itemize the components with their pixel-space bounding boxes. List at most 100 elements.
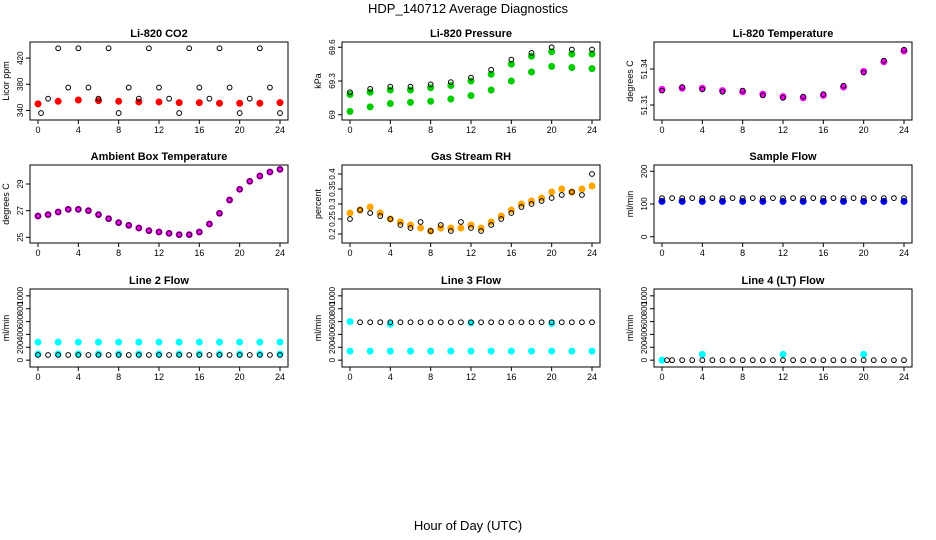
data-point <box>216 338 224 346</box>
data-point <box>840 357 847 364</box>
data-point <box>800 93 807 100</box>
chart-title: Li-820 Pressure <box>430 28 512 40</box>
x-tick-label: 20 <box>859 372 869 382</box>
data-point <box>689 195 696 202</box>
data-point <box>55 352 62 358</box>
x-tick-label: 16 <box>506 372 516 382</box>
y-tick-label: 51.31 <box>640 94 649 115</box>
data-point <box>800 195 807 202</box>
data-point <box>115 338 123 346</box>
y-tick-label: 200 <box>640 340 649 354</box>
data-point <box>699 86 706 93</box>
x-tick-label: 0 <box>35 248 40 258</box>
data-point <box>216 210 223 217</box>
data-point <box>870 195 877 202</box>
data-point <box>548 62 556 70</box>
x-tick-label: 16 <box>194 248 204 258</box>
data-point <box>366 347 374 355</box>
data-point <box>34 338 42 346</box>
data-point <box>267 352 273 358</box>
x-tick-label: 0 <box>347 372 352 382</box>
data-point <box>437 222 444 228</box>
data-series <box>347 171 595 234</box>
x-tick-label: 12 <box>778 372 788 382</box>
data-point <box>679 357 686 364</box>
data-series <box>34 165 284 239</box>
data-point <box>498 216 505 222</box>
data-point <box>115 352 122 358</box>
data-point <box>175 99 183 107</box>
data-point <box>578 185 586 193</box>
data-point <box>386 100 394 108</box>
data-point <box>175 338 183 346</box>
x-tick-label: 4 <box>388 125 393 135</box>
data-point <box>901 195 907 202</box>
data-point <box>226 352 233 358</box>
x-tick-label: 24 <box>275 372 285 382</box>
x-tick-label: 16 <box>818 372 828 382</box>
data-point <box>468 74 474 81</box>
data-point <box>65 352 72 358</box>
data-point <box>719 357 726 364</box>
data-point <box>206 352 213 358</box>
data-point <box>35 213 41 219</box>
data-point <box>267 169 273 175</box>
data-point <box>226 197 233 203</box>
x-tick-label: 0 <box>347 125 352 135</box>
data-point <box>699 357 706 364</box>
y-tick-label: 400 <box>16 327 25 341</box>
data-point <box>548 319 555 326</box>
data-point <box>45 352 51 358</box>
y-tick-label: 1000 <box>640 286 649 304</box>
x-tick-label: 4 <box>700 372 705 382</box>
x-tick-label: 20 <box>859 248 869 258</box>
data-point <box>487 347 495 355</box>
y-tick-label: 0.25 <box>328 211 337 227</box>
data-point <box>749 357 756 364</box>
data-point <box>527 68 535 76</box>
data-point <box>468 319 474 326</box>
data-point <box>135 225 142 231</box>
chart-panel: Li-820 CO2 Licor ppm 0 4 8 12 16 20 24 340 380 420 <box>1 28 289 135</box>
y-axis-label: kPa <box>313 73 323 89</box>
data-series <box>659 46 907 101</box>
data-point <box>589 319 595 326</box>
data-point <box>588 347 596 355</box>
data-point <box>729 195 736 202</box>
data-point <box>407 225 414 231</box>
data-point <box>427 319 434 326</box>
data-point <box>770 195 776 202</box>
x-tick-label: 0 <box>659 125 664 135</box>
data-point <box>659 195 665 202</box>
x-tick-label: 12 <box>466 248 476 258</box>
y-axis-label: ml/min <box>1 315 11 342</box>
y-tick-label: 800 <box>640 301 649 315</box>
data-point <box>85 207 92 214</box>
data-point <box>186 231 193 238</box>
y-tick-label: 600 <box>328 314 337 328</box>
data-point <box>406 347 414 355</box>
y-axis-label: degrees C <box>625 60 635 102</box>
chart-panel: Ambient Box Temperature degrees C 0 4 8 12 16 2… <box>1 151 289 258</box>
y-tick-label: 200 <box>640 164 649 178</box>
data-point <box>397 222 404 228</box>
plot-frame <box>341 164 601 244</box>
data-point <box>195 99 203 107</box>
data-point <box>518 204 525 210</box>
x-tick-label: 24 <box>587 372 597 382</box>
data-point <box>729 357 736 364</box>
data-point <box>95 352 102 358</box>
data-point <box>558 192 565 198</box>
data-point <box>447 79 454 86</box>
x-axis-label: Hour of Day (UTC) <box>413 518 523 533</box>
data-point <box>810 195 817 202</box>
data-point <box>216 99 224 107</box>
y-tick-label: 340 <box>16 103 25 117</box>
data-point <box>427 347 435 355</box>
y-tick-label: 27 <box>16 206 25 215</box>
data-point <box>417 224 425 232</box>
data-point <box>579 319 585 326</box>
y-tick-label: 600 <box>16 314 25 328</box>
data-series <box>664 357 907 364</box>
